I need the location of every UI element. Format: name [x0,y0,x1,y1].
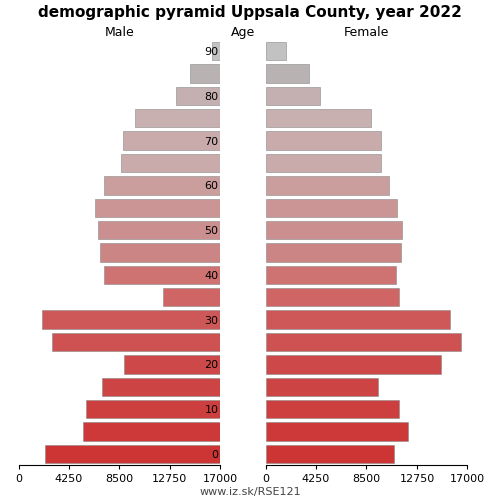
Title: Male: Male [104,26,134,39]
Bar [123,132,220,150]
Bar [266,266,396,284]
Bar [124,355,220,374]
Bar [266,176,389,195]
Bar [266,310,450,329]
Bar [82,422,220,440]
Bar [266,400,398,418]
Title: Female: Female [344,26,389,39]
Bar [266,244,401,262]
Bar [266,221,402,240]
Bar [176,87,220,105]
Bar [100,244,220,262]
Bar [266,154,380,172]
Bar [190,64,220,82]
Bar [266,422,408,440]
Bar [120,154,220,172]
Bar [266,87,320,105]
Bar [266,444,394,463]
Bar [266,355,442,374]
Bar [44,444,220,463]
Bar [266,132,380,150]
Text: www.iz.sk/RSE121: www.iz.sk/RSE121 [199,488,301,498]
Bar [52,333,220,351]
Title: Age: Age [231,26,255,39]
Bar [42,310,220,329]
Bar [266,64,310,82]
Bar [266,288,398,306]
Bar [212,42,220,60]
Bar [266,198,398,217]
Bar [86,400,220,418]
Bar [164,288,220,306]
Bar [266,109,371,128]
Bar [102,378,220,396]
Bar [104,266,220,284]
Text: demographic pyramid Uppsala County, year 2022: demographic pyramid Uppsala County, year… [38,5,462,20]
Bar [135,109,220,128]
Bar [94,198,220,217]
Bar [98,221,220,240]
Bar [266,42,285,60]
Bar [104,176,220,195]
Bar [266,333,462,351]
Bar [266,378,378,396]
